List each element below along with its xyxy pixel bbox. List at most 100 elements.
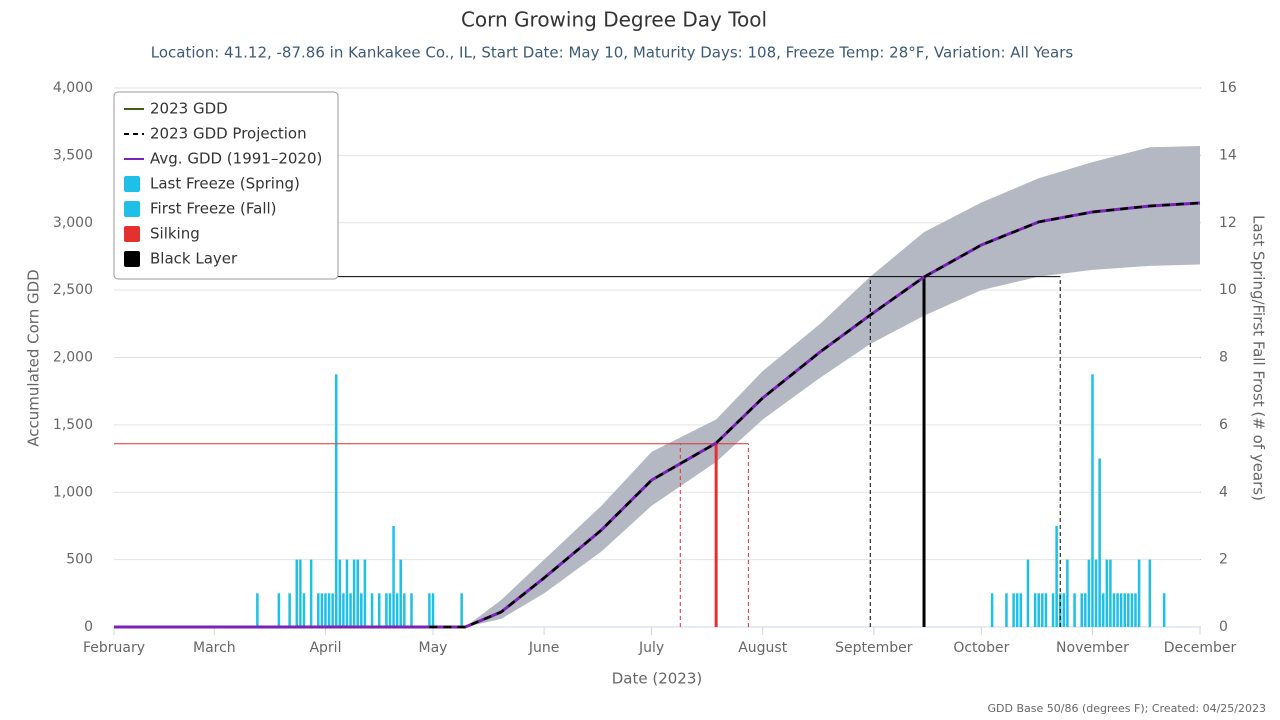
freeze-bar — [1123, 593, 1126, 627]
y2-tick-label: 8 — [1219, 350, 1228, 366]
freeze-bar — [302, 593, 306, 627]
y2-tick-label: 6 — [1219, 417, 1228, 433]
freeze-bar — [1109, 559, 1112, 627]
credit: GDD Base 50/86 (degrees F); Created: 04/… — [988, 702, 1266, 715]
freeze-bar — [1015, 593, 1019, 627]
legend-item[interactable]: Avg. GDD (1991–2020) — [124, 150, 322, 168]
freeze-bar — [1134, 593, 1137, 627]
freeze-bar — [1005, 593, 1008, 627]
freeze-bar — [1119, 593, 1123, 627]
x-tick-label: June — [528, 640, 560, 656]
freeze-bar — [1055, 525, 1058, 627]
gdd-line — [429, 201, 1201, 629]
freeze-bar — [1148, 559, 1152, 627]
freeze-bar — [395, 593, 399, 627]
freeze-bar — [324, 593, 327, 627]
legend-symbol — [124, 226, 140, 242]
freeze-bar — [338, 559, 342, 627]
legend-item[interactable]: Last Freeze (Spring) — [124, 175, 300, 193]
y-tick-label: 2,500 — [53, 282, 93, 298]
freeze-bar — [1084, 593, 1087, 627]
legend-label: Avg. GDD (1991–2020) — [150, 150, 322, 168]
y-tick-label: 4,000 — [53, 80, 93, 96]
freeze-bar — [352, 559, 356, 627]
x-tick-label: November — [1056, 640, 1129, 656]
legend-label: Silking — [150, 225, 200, 243]
freeze-bar — [460, 593, 463, 627]
x-tick-label: March — [193, 640, 236, 656]
y2-tick-label: 10 — [1219, 282, 1237, 298]
freeze-bar — [1091, 374, 1094, 627]
freeze-bar — [345, 559, 349, 627]
freeze-bar — [1087, 559, 1091, 627]
x-tick-label: September — [835, 640, 913, 656]
y-tick-label: 1,500 — [53, 417, 93, 433]
legend-label: Last Freeze (Spring) — [150, 175, 300, 193]
x-axis-title: Date (2023) — [612, 670, 703, 688]
freeze-bar — [1080, 593, 1083, 627]
x-tick-label: February — [83, 640, 145, 656]
freeze-bar — [309, 559, 313, 627]
y-tick-label: 3,000 — [53, 215, 93, 231]
freeze-bar — [288, 593, 291, 627]
legend-label: 2023 GDD — [150, 100, 228, 118]
legend: 2023 GDD 2023 GDD Projection Avg. GDD (199… — [113, 91, 339, 280]
y-tick-label: 0 — [84, 619, 93, 635]
freeze-bar — [1033, 593, 1037, 627]
freeze-bar — [1137, 559, 1141, 627]
legend-symbol — [124, 176, 140, 192]
x-tick-label: August — [738, 640, 788, 656]
freeze-bar — [342, 593, 345, 627]
freeze-bar — [360, 593, 363, 627]
y-axis-title: Accumulated Corn GDD — [25, 269, 43, 446]
freeze-bar — [1051, 593, 1055, 627]
freeze-bar — [331, 593, 334, 627]
y2-tick-label: 0 — [1219, 619, 1228, 635]
y2-axis-title: Last Spring/First Fall Frost (# of years… — [1250, 215, 1268, 501]
y-tick-label: 500 — [66, 552, 93, 568]
freeze-bar — [1116, 593, 1119, 627]
legend-item[interactable]: Silking — [124, 225, 200, 243]
legend-item[interactable]: First Freeze (Fall) — [124, 200, 277, 218]
freeze-bar — [1041, 593, 1044, 627]
freeze-bar — [377, 593, 381, 627]
freeze-bar — [334, 374, 338, 627]
freeze-bar — [1130, 593, 1134, 627]
freeze-bar — [403, 593, 406, 627]
x-tick-label: December — [1164, 640, 1237, 656]
y2-tick-label: 4 — [1219, 484, 1228, 500]
freeze-bar — [256, 593, 259, 627]
freeze-bar — [1062, 593, 1066, 627]
freeze-bar — [320, 593, 324, 627]
freeze-bar — [385, 593, 388, 627]
freeze-bar — [295, 559, 299, 627]
legend-item[interactable]: 2023 GDD Projection — [124, 125, 307, 143]
y2-tick-label: 2 — [1219, 552, 1228, 568]
freeze-bar — [428, 593, 431, 627]
chart-subtitle: Location: 41.12, -87.86 in Kankakee Co.,… — [151, 44, 1074, 62]
freeze-bar — [1162, 593, 1166, 627]
freeze-bar — [990, 593, 994, 627]
legend-item[interactable]: 2023 GDD — [124, 100, 228, 118]
freeze-bar — [327, 593, 331, 627]
freeze-bar — [370, 593, 374, 627]
x-tick-label: April — [309, 640, 341, 656]
y2-tick-label: 12 — [1219, 215, 1237, 231]
freeze-bar — [317, 593, 320, 627]
freeze-bar — [299, 559, 302, 627]
freeze-bar — [410, 593, 413, 627]
freeze-bar — [356, 559, 359, 627]
freeze-bar — [1073, 593, 1076, 627]
freeze-bar — [431, 593, 435, 627]
legend-item[interactable]: Black Layer — [124, 250, 238, 268]
range-area — [465, 145, 1200, 627]
legend-symbol — [124, 201, 140, 217]
freeze-bar — [1044, 593, 1048, 627]
chart-title: Corn Growing Degree Day Tool — [461, 8, 767, 32]
legend-label: 2023 GDD Projection — [150, 125, 307, 143]
freeze-bar — [1101, 593, 1105, 627]
freeze-bar — [1105, 559, 1109, 627]
legend-box — [113, 91, 339, 280]
freeze-bar — [388, 593, 392, 627]
